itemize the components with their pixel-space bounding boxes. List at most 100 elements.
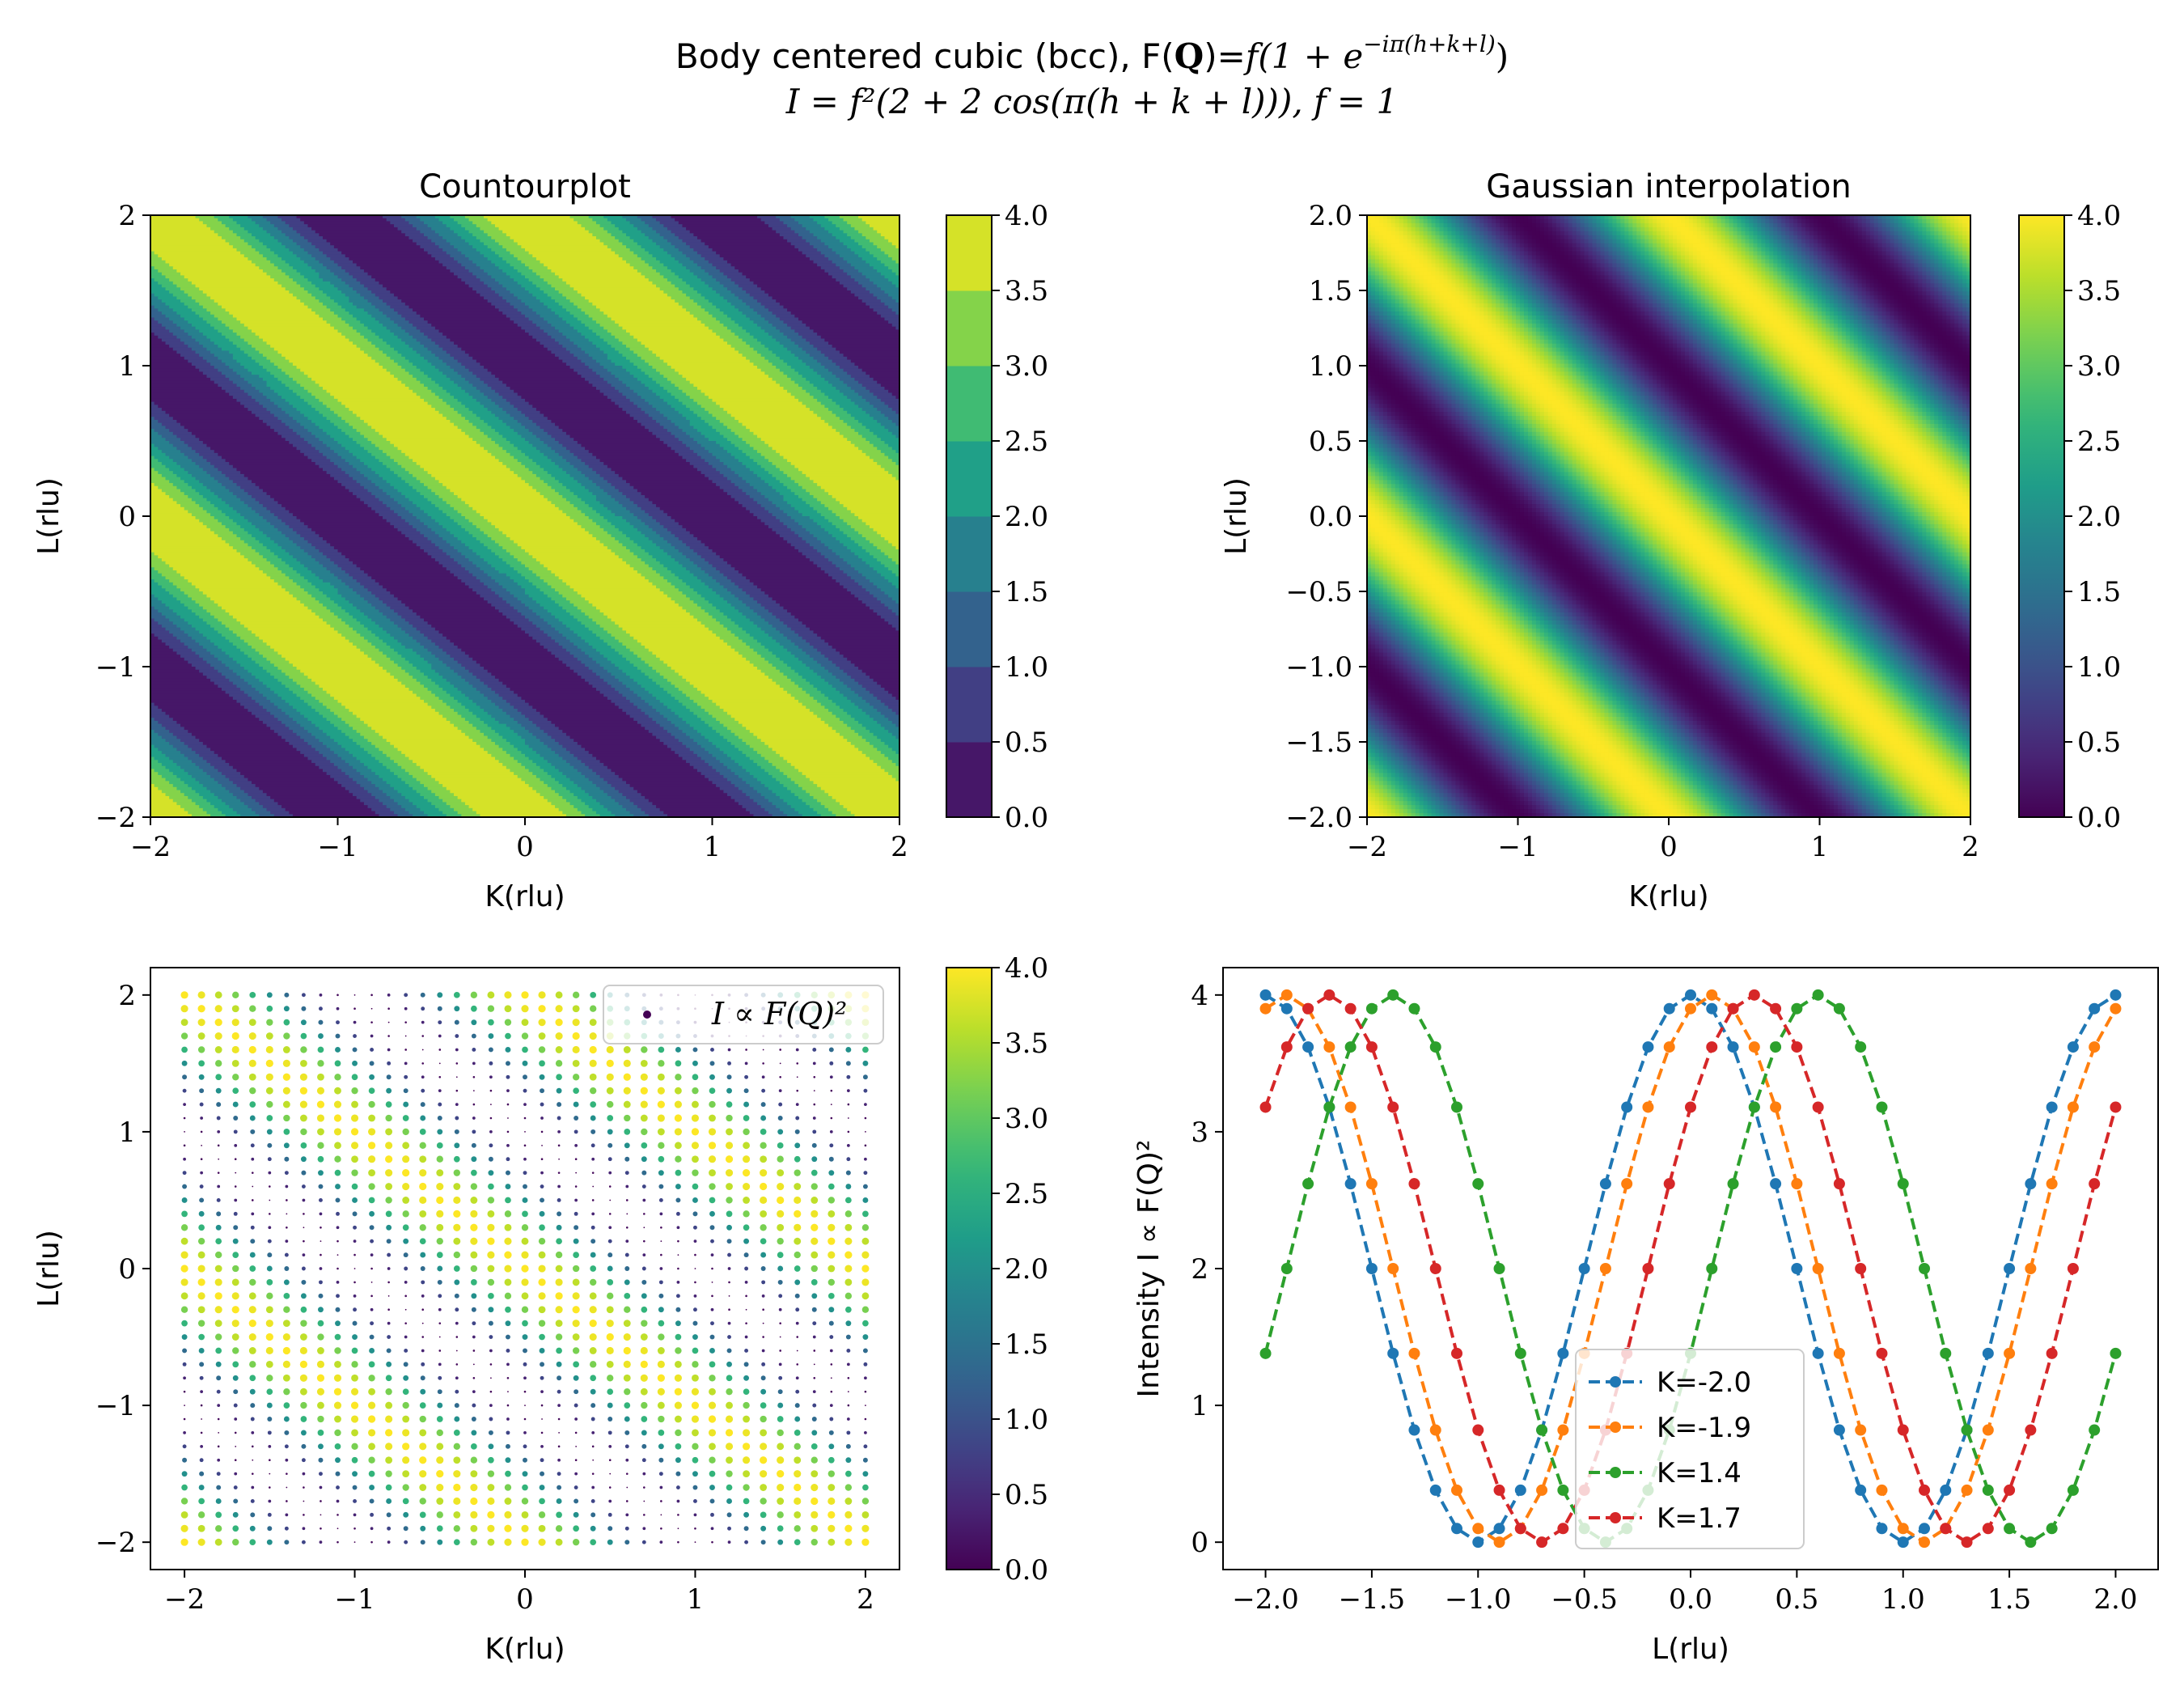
contour-cell bbox=[854, 567, 874, 571]
contour-cell bbox=[626, 480, 713, 484]
contour-cell bbox=[438, 684, 455, 688]
contour-cell bbox=[176, 296, 193, 300]
contour-cell bbox=[880, 248, 899, 252]
contour-cell bbox=[337, 398, 425, 403]
contour-cell bbox=[150, 263, 170, 267]
contour-cell bbox=[333, 711, 353, 716]
contour-cell bbox=[150, 564, 170, 568]
contour-cell bbox=[682, 305, 702, 309]
contour-cell bbox=[393, 308, 413, 312]
contour-cell bbox=[659, 588, 679, 592]
contour-cell bbox=[277, 377, 294, 382]
contour-cell bbox=[431, 555, 451, 559]
contour-cell bbox=[895, 422, 899, 426]
contour-cell bbox=[172, 718, 260, 722]
contour-cell bbox=[540, 561, 627, 566]
contour-cell bbox=[768, 660, 785, 664]
contour-cell bbox=[873, 417, 889, 421]
contour-cell bbox=[802, 688, 818, 692]
contour-cell bbox=[603, 543, 623, 547]
contour-cell bbox=[262, 489, 349, 493]
contour-cell bbox=[824, 405, 840, 409]
contour-cell bbox=[595, 522, 612, 526]
contour-cell bbox=[828, 723, 848, 727]
contour-cell bbox=[252, 657, 268, 662]
contour-cell bbox=[675, 519, 762, 523]
contour-cell bbox=[779, 480, 795, 484]
contour-cell bbox=[891, 693, 899, 697]
contour-cell bbox=[360, 459, 380, 463]
contour-cell bbox=[438, 534, 455, 538]
contour-cell bbox=[161, 473, 178, 478]
contour-cell bbox=[472, 221, 492, 225]
contour-cell bbox=[705, 408, 724, 412]
contour-cell bbox=[199, 492, 215, 496]
contour-cell bbox=[150, 419, 159, 424]
contour-cell bbox=[491, 727, 511, 731]
contour-cell bbox=[363, 269, 451, 273]
contour-cell bbox=[337, 329, 358, 333]
contour-cell bbox=[828, 408, 844, 412]
contour-cell bbox=[802, 375, 822, 379]
contour-cell bbox=[367, 627, 383, 631]
contour-cell bbox=[742, 422, 829, 426]
contour-cell bbox=[891, 558, 899, 562]
contour-cell bbox=[659, 221, 679, 225]
contour-cell bbox=[847, 233, 863, 237]
contour-cell bbox=[484, 516, 571, 520]
contour-cell bbox=[165, 492, 185, 496]
contour-cell bbox=[521, 627, 541, 631]
contour-cell bbox=[218, 468, 238, 472]
contour-cell bbox=[315, 546, 335, 550]
contour-cell bbox=[199, 452, 218, 457]
contour-cell bbox=[255, 498, 275, 502]
contour-cell bbox=[243, 473, 331, 478]
contour-cell bbox=[266, 422, 286, 426]
contour-cell bbox=[809, 531, 829, 535]
contour-cell bbox=[629, 347, 650, 351]
contour-cell bbox=[172, 498, 193, 502]
contour-cell bbox=[768, 498, 785, 502]
contour-cell bbox=[494, 263, 511, 267]
contour-cell bbox=[356, 714, 443, 718]
contour-cell bbox=[416, 639, 432, 643]
contour-cell bbox=[565, 347, 582, 351]
contour-cell bbox=[809, 477, 896, 481]
contour-cell bbox=[891, 308, 899, 312]
contour-cell bbox=[277, 678, 294, 683]
contour-cell bbox=[195, 350, 211, 354]
contour-cell bbox=[180, 615, 200, 620]
contour-cell bbox=[659, 356, 747, 361]
contour-cell bbox=[468, 380, 485, 384]
contour-cell bbox=[779, 642, 795, 646]
contour-cell bbox=[768, 621, 785, 625]
contour-cell bbox=[218, 494, 238, 499]
contour-cell bbox=[326, 431, 346, 436]
contour-cell bbox=[820, 266, 840, 270]
contour-cell bbox=[806, 624, 893, 629]
contour-cell bbox=[776, 215, 792, 219]
contour-cell bbox=[603, 639, 620, 643]
contour-cell bbox=[240, 362, 260, 366]
contour-cell bbox=[525, 564, 544, 568]
contour-cell bbox=[206, 676, 226, 680]
contour-cell bbox=[637, 527, 654, 532]
contour-cell bbox=[719, 485, 739, 490]
contour-cell bbox=[633, 266, 654, 270]
contour-cell bbox=[592, 684, 612, 688]
contour-cell bbox=[229, 627, 248, 631]
contour-cell bbox=[607, 642, 623, 646]
contour-cell bbox=[626, 534, 645, 538]
contour-cell bbox=[667, 251, 684, 255]
contour-cell bbox=[457, 410, 473, 415]
contour-cell bbox=[877, 612, 896, 616]
contour-cell bbox=[345, 555, 432, 559]
contour-cell bbox=[611, 344, 627, 349]
contour-cell bbox=[880, 398, 899, 403]
contour-cell bbox=[618, 389, 634, 394]
contour-cell bbox=[150, 426, 167, 430]
contour-cell bbox=[232, 230, 248, 234]
contour-cell bbox=[191, 296, 211, 300]
contour-cell bbox=[442, 221, 459, 225]
contour-cell bbox=[150, 392, 230, 396]
